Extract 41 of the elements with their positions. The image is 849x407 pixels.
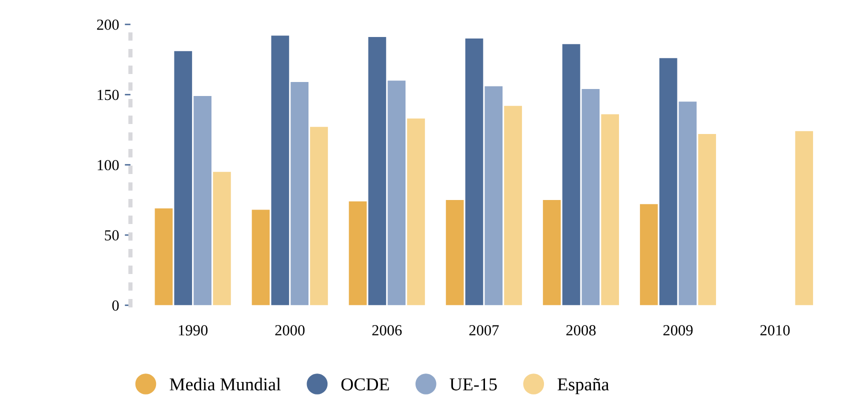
bar	[562, 44, 580, 306]
legend-label: España	[558, 378, 609, 394]
bar	[640, 204, 658, 306]
bar	[542, 200, 561, 306]
bar	[407, 118, 425, 306]
bar	[213, 172, 231, 306]
legend-label: OCDE	[341, 378, 389, 390]
bar	[504, 106, 522, 306]
bar	[310, 126, 328, 306]
y-tick-label: 150	[98, 90, 119, 100]
bar	[388, 80, 406, 306]
legend-label: Media Mundial	[170, 378, 281, 390]
bar	[290, 82, 308, 306]
bar	[271, 36, 290, 306]
bar	[582, 89, 600, 306]
x-tick-label: 2008	[566, 325, 596, 336]
x-tick-label: 2007	[469, 325, 499, 336]
x-tick-label: 2010	[760, 325, 790, 336]
bar	[174, 51, 192, 306]
bar	[465, 38, 484, 306]
bar	[348, 201, 367, 306]
bar	[446, 200, 464, 306]
bar	[698, 134, 716, 306]
bar	[795, 131, 814, 306]
x-tick-label: 2000	[275, 325, 305, 336]
bar	[601, 114, 619, 306]
bar	[484, 86, 503, 306]
x-tick-label: 1990	[178, 325, 208, 336]
y-tick-label: 200	[97, 20, 119, 30]
y-tick-label: 100	[98, 160, 119, 170]
bar	[194, 96, 212, 306]
y-tick-label: 0	[112, 300, 119, 311]
y-tick-label: 50	[104, 230, 119, 240]
bar	[659, 58, 678, 306]
bar	[678, 102, 697, 306]
bar	[368, 37, 386, 306]
bar	[154, 208, 173, 306]
x-tick-label: 2006	[372, 325, 402, 336]
x-tick-label: 2009	[663, 325, 693, 336]
bar	[252, 210, 270, 306]
legend-label: UE-15	[450, 378, 497, 390]
